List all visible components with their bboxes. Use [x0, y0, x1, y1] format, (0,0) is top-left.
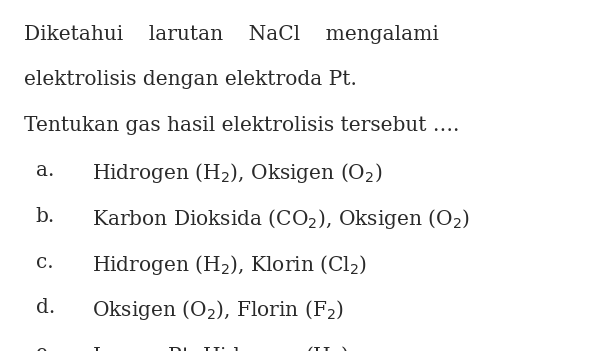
- Text: Oksigen (O$_2$), Florin (F$_2$): Oksigen (O$_2$), Florin (F$_2$): [92, 298, 344, 322]
- Text: Tentukan gas hasil elektrolisis tersebut ….: Tentukan gas hasil elektrolisis tersebut…: [24, 116, 459, 135]
- Text: Diketahui    larutan    NaCl    mengalami: Diketahui larutan NaCl mengalami: [24, 25, 439, 44]
- Text: a.: a.: [36, 161, 54, 180]
- Text: Logam Pt, Hidrogen (H$_2$): Logam Pt, Hidrogen (H$_2$): [92, 344, 349, 351]
- Text: Karbon Dioksida (CO$_2$), Oksigen (O$_2$): Karbon Dioksida (CO$_2$), Oksigen (O$_2$…: [92, 207, 470, 231]
- Text: elektrolisis dengan elektroda Pt.: elektrolisis dengan elektroda Pt.: [24, 70, 357, 89]
- Text: Hidrogen (H$_2$), Klorin (Cl$_2$): Hidrogen (H$_2$), Klorin (Cl$_2$): [92, 253, 368, 277]
- Text: e.: e.: [36, 344, 54, 351]
- Text: Hidrogen (H$_2$), Oksigen (O$_2$): Hidrogen (H$_2$), Oksigen (O$_2$): [92, 161, 383, 185]
- Text: c.: c.: [36, 253, 54, 272]
- Text: b.: b.: [36, 207, 55, 226]
- Text: d.: d.: [36, 298, 55, 317]
